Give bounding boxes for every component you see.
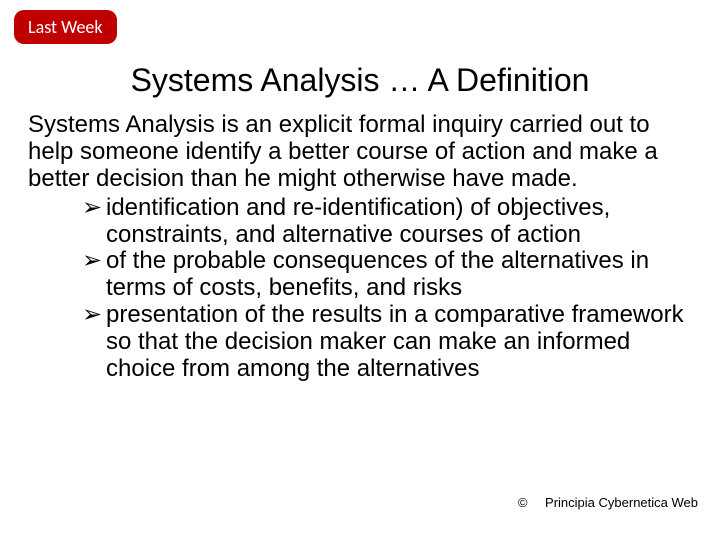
- bullet-text: presentation of the results in a compara…: [106, 301, 684, 382]
- citation-text: Principia Cybernetica Web: [545, 495, 698, 510]
- bullet-list: ➢ identification and re-identification) …: [28, 195, 692, 383]
- last-week-badge: Last Week: [14, 10, 117, 44]
- intro-paragraph: Systems Analysis is an explicit formal i…: [28, 112, 692, 193]
- list-item: ➢ identification and re-identification) …: [82, 195, 692, 249]
- bullet-text: of the probable consequences of the alte…: [106, 247, 649, 301]
- copyright-icon: ©: [518, 495, 528, 510]
- bullet-arrow-icon: ➢: [82, 195, 102, 222]
- bullet-text: identification and re-identification) of…: [106, 194, 610, 248]
- citation: © Principia Cybernetica Web: [518, 495, 698, 510]
- slide-body: Systems Analysis is an explicit formal i…: [28, 112, 692, 383]
- bullet-arrow-icon: ➢: [82, 248, 102, 275]
- list-item: ➢ presentation of the results in a compa…: [82, 302, 692, 383]
- bullet-arrow-icon: ➢: [82, 302, 102, 329]
- list-item: ➢ of the probable consequences of the al…: [82, 248, 692, 302]
- slide: Last Week Systems Analysis … A Definitio…: [0, 0, 720, 540]
- slide-title: Systems Analysis … A Definition: [0, 62, 720, 99]
